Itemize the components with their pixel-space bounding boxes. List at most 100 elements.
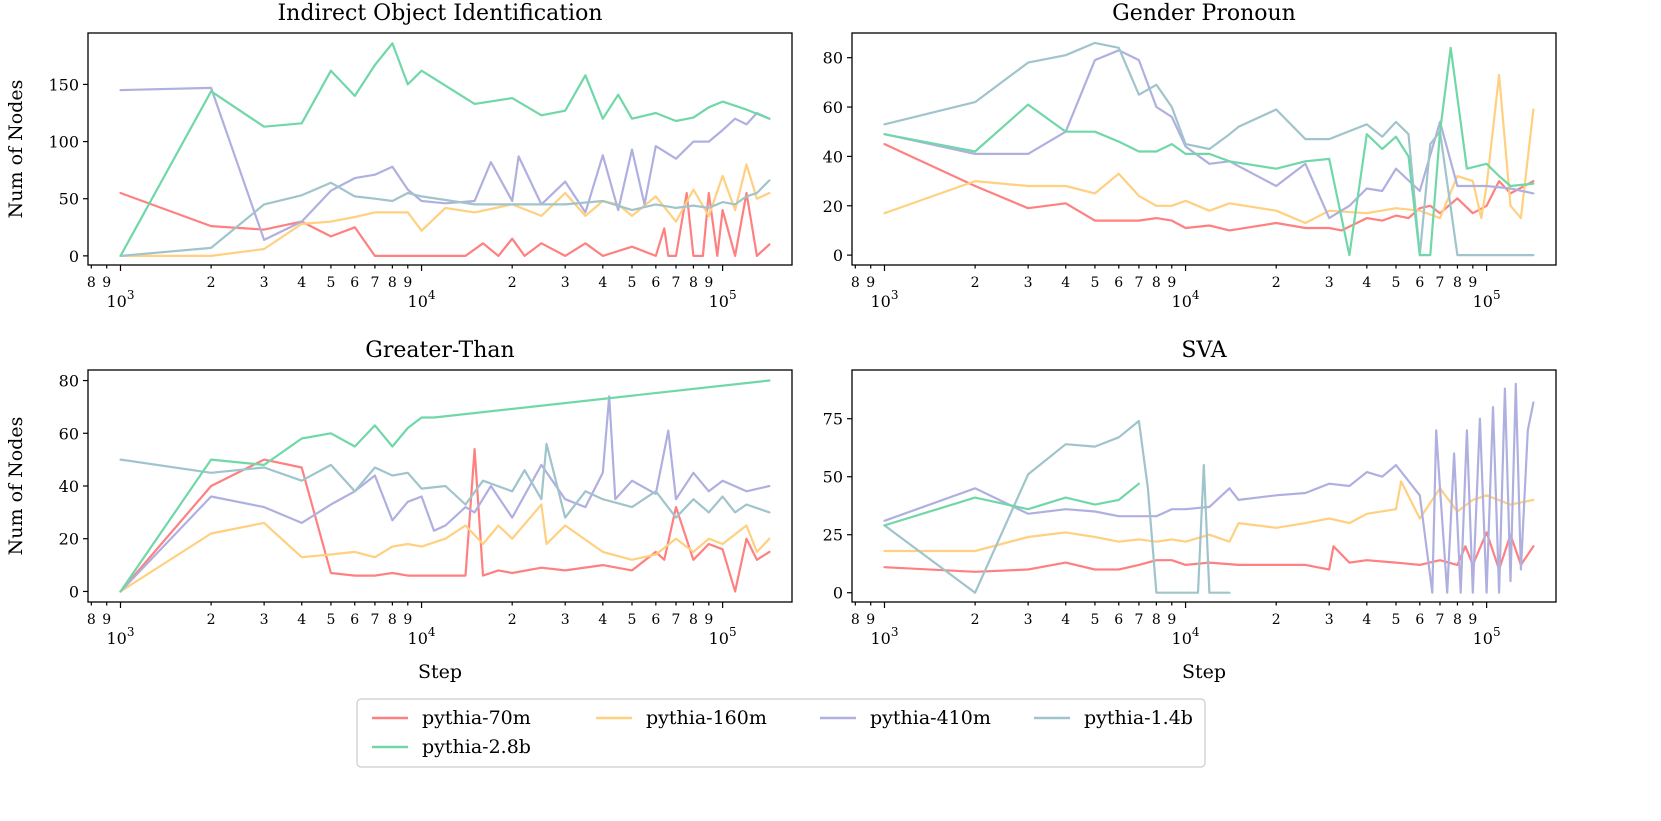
y-tick-label: 80 [823, 49, 843, 68]
x-minor-tick-label: 7 [1134, 275, 1143, 291]
x-minor-tick-label: 4 [297, 275, 306, 291]
x-major-tick-label: 104 [408, 625, 436, 648]
y-tick-label: 60 [59, 424, 79, 443]
y-tick-label: 40 [823, 147, 843, 166]
x-minor-tick-label: 5 [1392, 275, 1401, 291]
y-tick-label: 25 [823, 526, 843, 545]
x-minor-tick-label: 8 [87, 275, 96, 291]
x-minor-tick-label: 2 [207, 612, 216, 628]
series-line-pythia-2-8b [883, 46, 1535, 257]
series-line-pythia-70m [119, 191, 771, 257]
legend: pythia-70m pythia-160m pythia-410m pythia-1… [356, 698, 1206, 768]
x-major-tick-label: 103 [870, 625, 898, 648]
chart-title: Greater-Than [365, 338, 514, 363]
x-major-tick-label: 104 [1172, 288, 1200, 311]
axes-frame [851, 32, 1557, 266]
series-group [119, 42, 771, 257]
y-tick-label: 20 [823, 197, 843, 216]
x-minor-tick-label: 4 [598, 612, 607, 628]
x-minor-tick-label: 5 [1090, 275, 1099, 291]
x-major-tick-label: 105 [709, 288, 737, 311]
y-tick-label: 50 [823, 468, 843, 487]
x-minor-tick-label: 2 [1272, 275, 1281, 291]
series-line-pythia-410m [883, 382, 1535, 594]
x-major-tick-label: 103 [106, 288, 134, 311]
y-tick-label: 40 [59, 477, 79, 496]
x-minor-tick-label: 3 [1325, 612, 1334, 628]
x-minor-tick-label: 2 [1272, 612, 1281, 628]
x-minor-tick-label: 7 [1436, 275, 1445, 291]
legend-item-pythia-410m: pythia-410m [820, 707, 991, 729]
legend-label: pythia-1.4b [1084, 707, 1193, 729]
x-minor-tick-label: 6 [1114, 275, 1123, 291]
x-minor-tick-label: 6 [350, 275, 359, 291]
series-line-pythia-160m [883, 73, 1535, 225]
y-tick-label: 0 [69, 247, 79, 266]
series-group [883, 41, 1535, 257]
series-group [883, 382, 1535, 594]
x-minor-tick-label: 2 [508, 275, 517, 291]
x-minor-tick-label: 9 [102, 612, 111, 628]
x-minor-tick-label: 7 [370, 612, 379, 628]
x-minor-tick-label: 5 [628, 612, 637, 628]
x-minor-tick-label: 3 [1325, 275, 1334, 291]
x-minor-tick-label: 9 [1167, 612, 1176, 628]
x-minor-tick-label: 3 [561, 275, 570, 291]
y-tick-label: 0 [69, 582, 79, 601]
x-minor-tick-label: 2 [971, 612, 980, 628]
x-minor-tick-label: 4 [297, 612, 306, 628]
x-minor-tick-label: 5 [326, 275, 335, 291]
y-tick-label: 150 [48, 75, 79, 94]
x-minor-tick-label: 3 [1024, 275, 1033, 291]
axes-frame [851, 369, 1557, 603]
x-minor-tick-label: 8 [851, 275, 860, 291]
legend-item-pythia-160m: pythia-160m [596, 707, 767, 729]
x-minor-tick-label: 8 [388, 275, 397, 291]
x-minor-tick-label: 9 [866, 612, 875, 628]
x-minor-tick-label: 6 [1114, 612, 1123, 628]
x-minor-tick-label: 8 [388, 612, 397, 628]
x-minor-tick-label: 2 [508, 612, 517, 628]
x-minor-tick-label: 7 [672, 275, 681, 291]
series-line-pythia-1-4b [883, 419, 1231, 594]
x-minor-tick-label: 9 [704, 612, 713, 628]
axes-frame [87, 369, 793, 603]
x-minor-tick-label: 4 [1061, 612, 1070, 628]
x-minor-tick-label: 8 [1453, 275, 1462, 291]
x-minor-tick-label: 5 [326, 612, 335, 628]
x-minor-tick-label: 8 [851, 612, 860, 628]
x-major-tick-label: 104 [1172, 625, 1200, 648]
panels: Indirect Object Identification Num of Nod… [5, 1, 1557, 683]
y-axis-label: Num of Nodes [5, 417, 27, 556]
x-minor-tick-label: 4 [1362, 275, 1371, 291]
y-tick-label: 0 [833, 584, 843, 603]
legend-label: pythia-70m [422, 707, 531, 729]
x-major-tick-label: 103 [106, 625, 134, 648]
x-major-tick-label: 104 [408, 288, 436, 311]
legend-box [356, 698, 1206, 768]
x-major-tick-label: 105 [709, 625, 737, 648]
x-minor-tick-label: 6 [1415, 275, 1424, 291]
legend-item-pythia-70m: pythia-70m [372, 707, 531, 729]
x-minor-tick-label: 5 [1392, 612, 1401, 628]
x-minor-tick-label: 7 [370, 275, 379, 291]
x-minor-tick-label: 6 [350, 612, 359, 628]
x-minor-tick-label: 9 [866, 275, 875, 291]
legend-label: pythia-160m [646, 707, 767, 729]
x-minor-tick-label: 3 [1024, 612, 1033, 628]
x-minor-tick-label: 8 [87, 612, 96, 628]
y-tick-label: 60 [823, 98, 843, 117]
series-line-pythia-1-4b [119, 442, 771, 519]
legend-item-pythia-2-8b: pythia-2.8b [372, 736, 531, 758]
x-minor-tick-label: 9 [1167, 275, 1176, 291]
x-minor-tick-label: 7 [672, 612, 681, 628]
x-minor-tick-label: 4 [1061, 275, 1070, 291]
x-minor-tick-label: 9 [1468, 612, 1477, 628]
chart-title: SVA [1181, 338, 1227, 363]
x-minor-tick-label: 5 [628, 275, 637, 291]
y-tick-label: 50 [59, 190, 79, 209]
x-minor-tick-label: 6 [651, 275, 660, 291]
y-tick-label: 75 [823, 410, 843, 429]
